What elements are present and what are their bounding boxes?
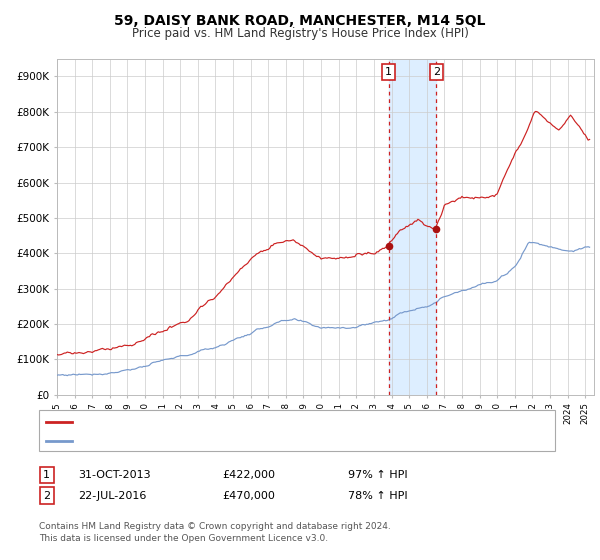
Text: 2: 2: [43, 491, 50, 501]
Text: 1: 1: [43, 470, 50, 480]
Text: 22-JUL-2016: 22-JUL-2016: [78, 491, 146, 501]
Text: Price paid vs. HM Land Registry's House Price Index (HPI): Price paid vs. HM Land Registry's House …: [131, 27, 469, 40]
Text: 97% ↑ HPI: 97% ↑ HPI: [348, 470, 407, 480]
Text: 78% ↑ HPI: 78% ↑ HPI: [348, 491, 407, 501]
Text: 2: 2: [433, 67, 440, 77]
Text: HPI: Average price, detached house, Manchester: HPI: Average price, detached house, Manc…: [76, 436, 348, 446]
Bar: [389, 59, 436, 395]
Text: £422,000: £422,000: [222, 470, 275, 480]
Text: 1: 1: [385, 67, 392, 77]
Text: £470,000: £470,000: [222, 491, 275, 501]
Text: Contains HM Land Registry data © Crown copyright and database right 2024.
This d: Contains HM Land Registry data © Crown c…: [39, 522, 391, 543]
Text: 31-OCT-2013: 31-OCT-2013: [78, 470, 151, 480]
Text: 59, DAISY BANK ROAD, MANCHESTER, M14 5QL: 59, DAISY BANK ROAD, MANCHESTER, M14 5QL: [114, 14, 486, 28]
Text: 59, DAISY BANK ROAD, MANCHESTER, M14 5QL (detached house): 59, DAISY BANK ROAD, MANCHESTER, M14 5QL…: [76, 417, 443, 427]
